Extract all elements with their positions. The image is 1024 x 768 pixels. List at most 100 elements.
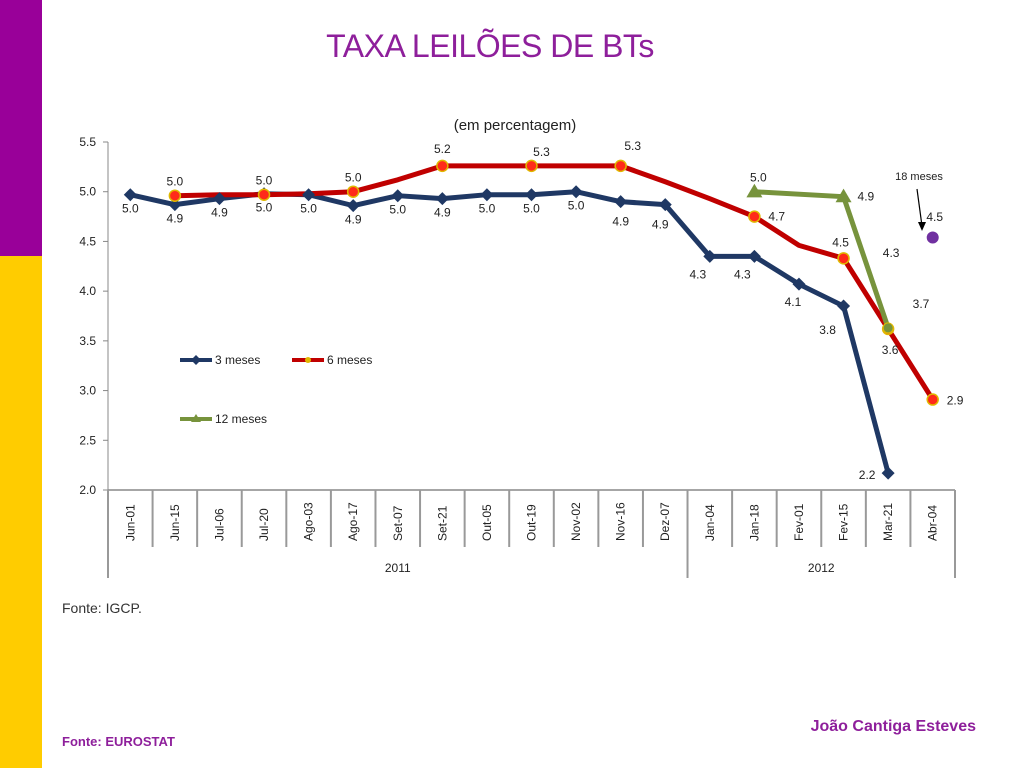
data-label: 4.3 <box>734 267 751 281</box>
data-label: 5.0 <box>256 201 273 215</box>
x-tick-label: Dez-07 <box>658 502 672 541</box>
series-line <box>172 163 936 403</box>
data-label: 5.2 <box>434 142 451 156</box>
data-point <box>123 188 137 202</box>
x-tick-label: Mar-21 <box>881 503 895 541</box>
footer-source: Fonte: EUROSTAT <box>62 734 175 749</box>
data-label: 4.9 <box>167 212 184 226</box>
data-label: 4.9 <box>434 206 451 220</box>
data-label: 3.7 <box>913 297 930 311</box>
legend-marker <box>305 357 311 363</box>
data-label: 5.0 <box>523 202 540 216</box>
y-tick-label: 2.0 <box>79 483 96 497</box>
y-tick-label: 5.5 <box>79 135 96 149</box>
data-point <box>837 299 851 313</box>
x-tick-label: Nov-16 <box>614 502 628 541</box>
data-label: 5.3 <box>624 139 641 153</box>
author-name: João Cantiga Esteves <box>810 718 976 735</box>
data-point <box>346 185 360 198</box>
x-tick-label: Jul-20 <box>257 508 271 541</box>
data-label: 5.0 <box>256 174 273 188</box>
data-point <box>703 249 717 263</box>
data-label: 5.0 <box>568 199 585 213</box>
data-label: 4.9 <box>345 213 362 227</box>
data-point <box>435 192 449 206</box>
data-point <box>926 231 939 244</box>
data-point <box>346 199 360 213</box>
x-tick-label: Fev-15 <box>837 503 851 541</box>
series-line <box>127 189 891 476</box>
y-tick-label: 5.0 <box>79 185 96 199</box>
data-label: 4.1 <box>785 295 802 309</box>
data-point <box>436 159 449 173</box>
data-label: 5.0 <box>300 202 317 216</box>
accent-bar-purple <box>0 0 42 256</box>
year-group-label: 2011 <box>385 561 411 575</box>
data-label: 5.0 <box>345 171 362 185</box>
data-label: 3.6 <box>882 343 899 357</box>
data-point <box>881 466 895 480</box>
x-tick-label: Jul-06 <box>212 508 226 541</box>
data-label: 5.0 <box>750 171 767 185</box>
y-tick-label: 2.5 <box>79 433 96 447</box>
data-point <box>748 210 761 223</box>
legend-marker <box>191 414 201 422</box>
data-label: 4.9 <box>652 218 669 232</box>
data-point <box>882 322 894 334</box>
legend-label: 6 meses <box>327 353 372 367</box>
year-group-label: 2012 <box>808 561 835 575</box>
data-point <box>926 393 939 406</box>
data-point <box>569 185 583 199</box>
x-tick-label: Jan-18 <box>747 504 761 541</box>
data-label: 3.8 <box>819 323 836 337</box>
data-point <box>837 252 850 265</box>
legend-label: 3 meses <box>215 353 260 367</box>
x-tick-label: Ago-03 <box>302 502 316 541</box>
y-tick-label: 4.0 <box>79 284 96 298</box>
data-label: 5.0 <box>167 175 184 189</box>
accent-bar-yellow <box>0 256 42 768</box>
data-point <box>614 159 627 173</box>
data-point <box>746 183 763 198</box>
data-label: 4.3 <box>689 267 706 281</box>
chart-source: Fonte: IGCP. <box>62 600 142 616</box>
data-point <box>391 189 405 203</box>
data-point <box>168 198 182 212</box>
x-tick-label: Abr-04 <box>926 505 940 541</box>
data-point <box>302 188 316 202</box>
data-label: 4.9 <box>858 190 875 204</box>
y-tick-label: 3.0 <box>79 384 96 398</box>
legend-label: 12 meses <box>215 412 267 426</box>
x-tick-label: Fev-01 <box>792 503 806 541</box>
annotation-arrow <box>916 188 923 227</box>
data-point <box>212 192 226 206</box>
data-point <box>792 277 806 291</box>
slide-title: TAXA LEILÕES DE BTs <box>326 28 654 64</box>
data-point <box>257 188 271 201</box>
data-label: 5.0 <box>479 202 496 216</box>
data-label: 2.9 <box>947 394 964 408</box>
data-point <box>480 188 494 202</box>
data-point <box>747 249 761 263</box>
data-label: 5.0 <box>389 203 406 217</box>
data-point <box>614 195 628 209</box>
x-tick-label: Jun-15 <box>168 504 182 541</box>
annotation-arrowhead <box>918 222 926 231</box>
data-label: 5.0 <box>122 202 139 216</box>
data-label: 2.2 <box>859 468 876 482</box>
x-tick-label: Out-19 <box>525 504 539 541</box>
data-label: 4.3 <box>883 246 900 260</box>
annotation-label: 18 meses <box>895 171 943 183</box>
data-label: 4.7 <box>768 210 785 224</box>
data-point <box>835 188 852 203</box>
data-label: 4.9 <box>211 206 228 220</box>
data-label: 4.5 <box>832 235 849 249</box>
data-label: 4.5 <box>926 210 943 224</box>
y-tick-label: 3.5 <box>79 334 96 348</box>
x-tick-label: Ago-17 <box>346 502 360 541</box>
data-point <box>168 189 182 202</box>
x-tick-label: Set-07 <box>391 505 405 541</box>
data-label: 4.9 <box>612 215 629 229</box>
y-tick-label: 4.5 <box>79 234 96 248</box>
